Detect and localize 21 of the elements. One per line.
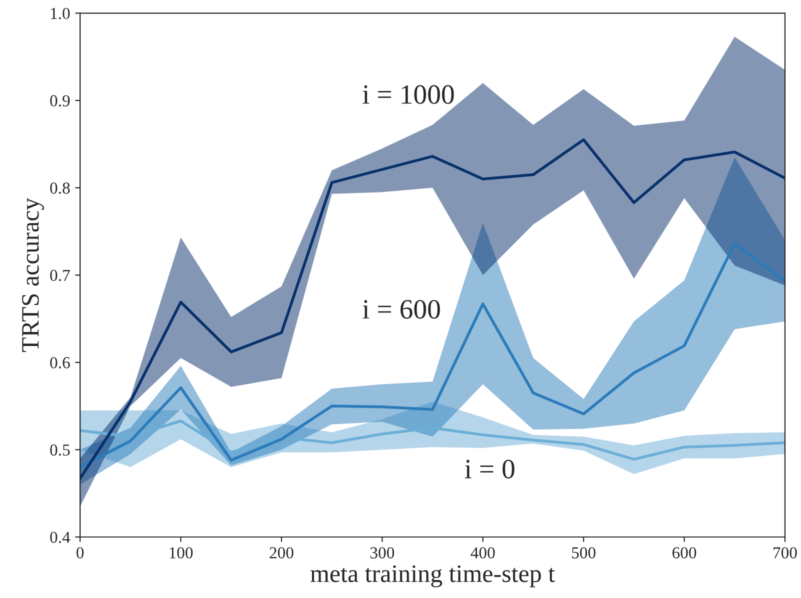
x-tick-label: 600 [672,547,696,558]
y-tick-label: 0.9 [50,95,70,106]
x-axis-title: meta training time-step t [310,565,555,588]
x-tick-label: 0 [76,547,84,558]
annotation: i = 1000 [362,85,454,104]
y-tick-label: 0.8 [50,182,70,194]
x-tick-label: 500 [572,547,596,558]
x-tick-label: 200 [270,547,294,558]
y-tick-label: 1.0 [51,8,70,20]
y-axis-title: TRTS accuracy [22,198,44,352]
line-series [80,419,785,461]
annotation: i = 0 [464,460,514,478]
y-tick-label: 0.4 [50,532,70,544]
x-tick-label: 700 [774,547,797,558]
y-tick-label: 0.5 [50,444,70,456]
x-tick-label: 300 [370,547,394,558]
x-tick-label: 400 [470,547,495,558]
annotation: i = 600 [362,300,440,319]
x-tick-label: 100 [170,547,193,558]
y-tick-label: 0.6 [50,357,70,368]
y-tick-label: 0.7 [50,270,70,282]
